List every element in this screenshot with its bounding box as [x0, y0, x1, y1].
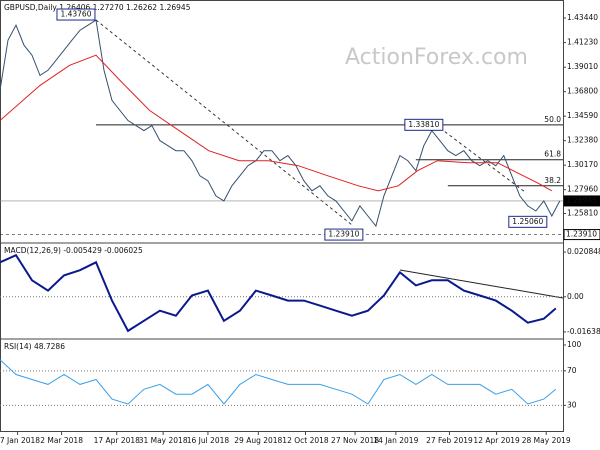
x-tick-label: 12 Apr 2019 [473, 436, 520, 445]
y-tick-label: 70 [567, 366, 577, 375]
x-tick-label: 16 Jul 2018 [187, 436, 230, 445]
x-tick-label: 12 Oct 2018 [282, 436, 329, 445]
annotation-box [324, 228, 364, 241]
series-line [0, 253, 557, 333]
price-tag [563, 195, 600, 207]
price-tag-label: 1.26945 [566, 196, 597, 205]
series-line [0, 19, 561, 228]
x-tick-label: 17 Jan 2018 [0, 436, 40, 445]
x-tick-label: 17 Apr 2018 [94, 436, 141, 445]
y-tick-label: 1.43440 [567, 13, 598, 22]
y-tick-label: -0.016389 [567, 327, 600, 336]
panel-title: MACD(12,26,9) -0.005429 -0.006025 [4, 246, 143, 255]
annotation-box [404, 118, 444, 131]
trend-line [95, 19, 353, 226]
x-tick-label: 2 Mar 2018 [40, 436, 83, 445]
x-tick-label: 27 Nov 2018 [331, 436, 379, 445]
annotation-label: 1.43760 [60, 10, 91, 19]
price-tag [563, 229, 600, 241]
x-tick-label: 27 Feb 2019 [426, 436, 473, 445]
annotation-label: 1.25060 [512, 217, 543, 226]
y-tick-label: 1.25810 [567, 209, 598, 218]
annotation-box [56, 8, 96, 21]
price-tag-label: 1.23910 [566, 230, 597, 239]
level-label: 50.0 [544, 115, 561, 124]
series-line [0, 359, 557, 405]
y-tick-label: 1.32380 [567, 136, 598, 145]
y-tick-label: 1.41230 [567, 38, 598, 47]
annotation-box [508, 215, 548, 228]
y-tick-label: 0.00 [567, 292, 584, 301]
series-line [0, 54, 553, 192]
y-tick-label: 1.39010 [567, 62, 598, 71]
x-tick-label: 31 May 2018 [139, 436, 188, 445]
y-tick-label: 1.36800 [567, 87, 598, 96]
annotation-label: 1.23910 [328, 230, 359, 239]
y-tick-label: 1.27960 [567, 185, 598, 194]
x-tick-label: 28 May 2019 [522, 436, 571, 445]
level-label: 38.2 [544, 176, 561, 185]
panel-title: RSI(14) 48.7286 [4, 342, 65, 351]
annotation-label: 1.33810 [408, 120, 439, 129]
y-tick-label: 1.34590 [567, 111, 598, 120]
frame [0, 0, 564, 432]
watermark: ActionForex.com [345, 45, 528, 70]
x-tick-label: 29 Aug 2018 [234, 436, 282, 445]
x-tick-label: 14 Jan 2019 [373, 436, 418, 445]
level-label: 61.8 [544, 150, 561, 159]
y-tick-label: 30 [567, 400, 577, 409]
y-tick-label: 100 [567, 340, 582, 349]
trend-line [399, 269, 564, 299]
y-tick-label: 1.30170 [567, 160, 598, 169]
y-tick-label: 0.020848 [567, 247, 600, 256]
panel-title: GBPUSD,Daily 1.26406 1.27270 1.26262 1.2… [4, 3, 191, 12]
